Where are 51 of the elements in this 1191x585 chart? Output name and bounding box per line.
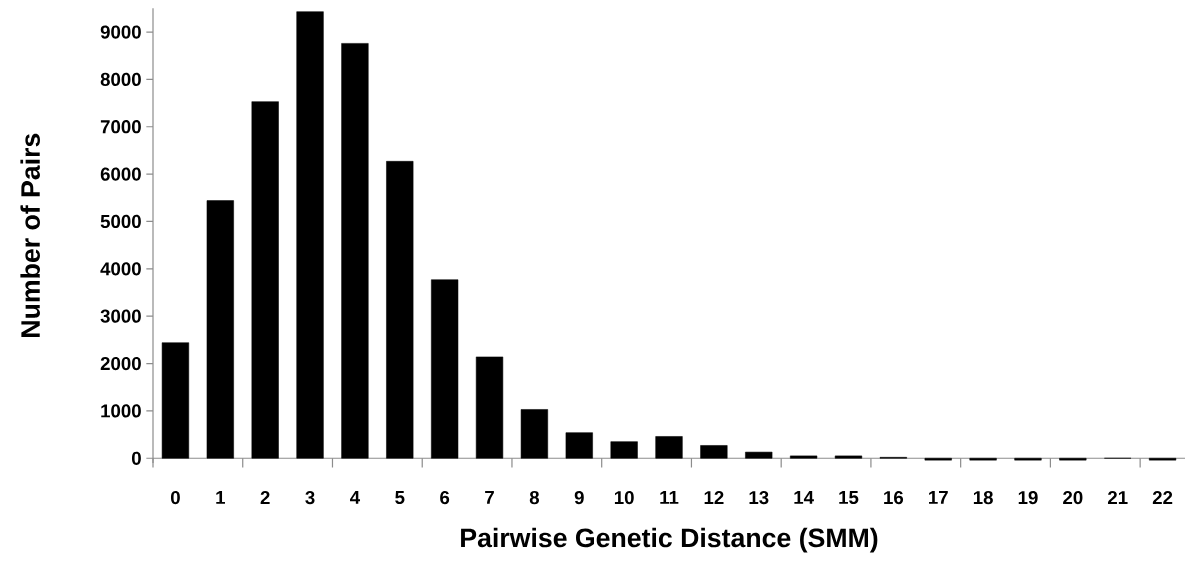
x-tick-label: 15 bbox=[839, 490, 859, 505]
bar bbox=[251, 101, 279, 459]
y-tick-label: 7000 bbox=[100, 120, 141, 134]
x-tick-label: 3 bbox=[305, 490, 315, 505]
y-tick-label: 0 bbox=[131, 451, 141, 465]
bar bbox=[206, 200, 234, 459]
x-axis-title: Pairwise Genetic Distance (SMM) bbox=[461, 527, 878, 553]
y-tick-label: 1000 bbox=[101, 404, 141, 418]
x-tick-label: 0 bbox=[170, 490, 180, 505]
bar bbox=[565, 432, 593, 459]
y-tick-label: 5000 bbox=[100, 214, 141, 229]
y-tick-label: 3000 bbox=[100, 309, 141, 323]
x-tick-label: 14 bbox=[794, 490, 814, 504]
x-tick-label: 6 bbox=[440, 490, 450, 505]
x-tick-label: 11 bbox=[660, 490, 679, 504]
x-tick-label: 20 bbox=[1063, 490, 1083, 505]
y-tick-label: 9000 bbox=[100, 25, 141, 39]
bar bbox=[700, 445, 728, 459]
bar bbox=[520, 409, 548, 459]
bar bbox=[386, 161, 414, 459]
x-tick-label: 5 bbox=[395, 490, 405, 505]
x-tick-label: 8 bbox=[529, 490, 540, 505]
x-tick-label: 16 bbox=[884, 490, 904, 505]
y-tick-label: 2000 bbox=[100, 356, 141, 371]
x-tick-label: 19 bbox=[1018, 490, 1038, 505]
x-tick-label: 22 bbox=[1152, 490, 1173, 505]
x-tick-label: 2 bbox=[260, 490, 270, 505]
x-tick-label: 21 bbox=[1107, 490, 1128, 505]
bar bbox=[296, 11, 324, 459]
x-tick-label: 12 bbox=[704, 490, 724, 505]
x-tick-label: 1 bbox=[216, 490, 225, 504]
x-tick-label: 13 bbox=[749, 490, 769, 505]
bar bbox=[655, 436, 683, 459]
bar bbox=[790, 455, 818, 459]
y-axis-title: Number of Pairs bbox=[20, 133, 40, 337]
bar bbox=[475, 356, 504, 459]
bar bbox=[161, 342, 190, 459]
bar bbox=[745, 451, 773, 459]
x-tick-label: 18 bbox=[973, 490, 993, 505]
y-tick-label: 4000 bbox=[100, 262, 141, 276]
x-tick-label: 7 bbox=[485, 490, 494, 504]
y-tick-label: 6000 bbox=[100, 167, 141, 181]
bar bbox=[431, 279, 459, 459]
bar bbox=[341, 43, 369, 459]
bar bbox=[834, 455, 863, 459]
x-tick-label: 17 bbox=[929, 490, 948, 504]
x-tick-label: 4 bbox=[350, 490, 361, 504]
x-tick-label: 10 bbox=[614, 490, 634, 505]
y-tick-label: 8000 bbox=[100, 72, 141, 86]
bar bbox=[610, 441, 638, 459]
x-tick-label: 9 bbox=[574, 490, 584, 505]
